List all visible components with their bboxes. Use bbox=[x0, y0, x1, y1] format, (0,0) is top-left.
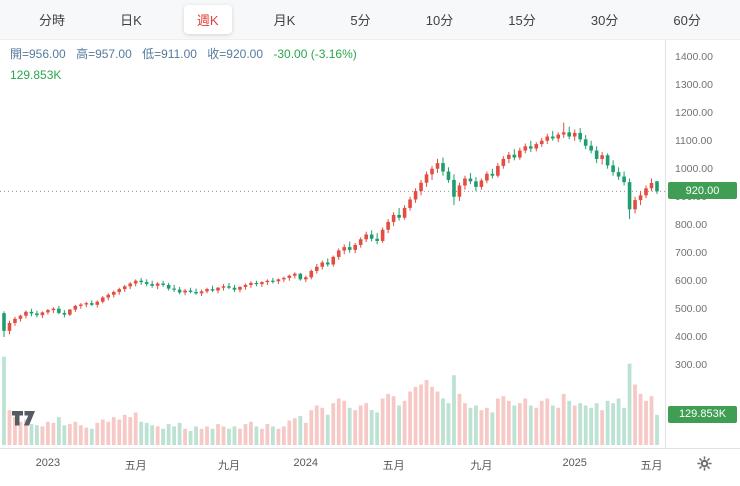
tradingview-logo[interactable] bbox=[10, 410, 36, 432]
tab-日K[interactable]: 日K bbox=[120, 13, 142, 28]
tab-5分[interactable]: 5分 bbox=[350, 13, 371, 28]
price-tick-label: 400.00 bbox=[675, 331, 708, 343]
time-tick-label[interactable]: 五月 bbox=[382, 460, 405, 472]
high-value: 高=957.00 bbox=[76, 47, 132, 61]
tab-月K[interactable]: 月K bbox=[273, 13, 296, 28]
last-price-badge: 920.00 bbox=[668, 182, 737, 200]
tab-30分[interactable]: 30分 bbox=[590, 13, 619, 28]
price-tick-label: 1400.00 bbox=[675, 51, 713, 63]
time-tick-label[interactable]: 五月 bbox=[124, 460, 147, 472]
price-tick-label: 700.00 bbox=[675, 247, 708, 259]
close-value: 收=920.00 bbox=[207, 47, 264, 61]
candlestick-plot[interactable] bbox=[0, 40, 665, 448]
price-tick-label: 1100.00 bbox=[675, 135, 713, 147]
price-tick-label: 1200.00 bbox=[675, 107, 713, 119]
tab-週K[interactable]: 週K bbox=[183, 5, 232, 34]
chart-area: 開=956.00 高=957.00 低=911.00 收=920.00 -30.… bbox=[0, 40, 740, 448]
time-tick-label[interactable]: 2023 bbox=[35, 457, 61, 469]
time-tick-label[interactable]: 九月 bbox=[217, 460, 240, 472]
change-value: -30.00 (-3.16%) bbox=[273, 47, 357, 61]
price-axis[interactable]: 1400.001300.001200.001100.001000.00900.0… bbox=[665, 40, 740, 448]
price-tick-label: 300.00 bbox=[675, 359, 708, 371]
open-value: 開=956.00 bbox=[10, 47, 66, 61]
time-axis[interactable]: 2023 五月 九月 2024 五月 九月 2025 五月 bbox=[0, 448, 740, 486]
price-tick-label: 600.00 bbox=[675, 275, 708, 287]
settings-gear-icon[interactable] bbox=[697, 456, 712, 474]
tab-10分[interactable]: 10分 bbox=[425, 13, 454, 28]
price-tick-label: 500.00 bbox=[675, 303, 708, 315]
interval-tabbar: 分時 日K 週K 月K 5分 10分 15分 30分 60分 bbox=[0, 0, 740, 40]
volume-value: 129.853K bbox=[10, 68, 62, 82]
price-tick-label: 1300.00 bbox=[675, 79, 713, 91]
tab-分時[interactable]: 分時 bbox=[39, 13, 66, 28]
time-tick-label[interactable]: 2024 bbox=[293, 457, 319, 469]
price-tick-label: 800.00 bbox=[675, 219, 708, 231]
ohlc-line: 開=956.00 高=957.00 低=911.00 收=920.00 -30.… bbox=[10, 46, 364, 62]
price-tick-label: 1000.00 bbox=[675, 163, 713, 175]
time-tick-label[interactable]: 九月 bbox=[470, 460, 493, 472]
tab-15分[interactable]: 15分 bbox=[508, 13, 536, 28]
tab-60分[interactable]: 60分 bbox=[673, 13, 701, 28]
time-tick-label[interactable]: 五月 bbox=[640, 460, 663, 472]
time-tick-label[interactable]: 2025 bbox=[562, 457, 587, 469]
ohlc-info: 開=956.00 高=957.00 低=911.00 收=920.00 -30.… bbox=[10, 46, 364, 83]
last-volume-badge: 129.853K bbox=[668, 405, 737, 423]
low-value: 低=911.00 bbox=[142, 47, 197, 61]
